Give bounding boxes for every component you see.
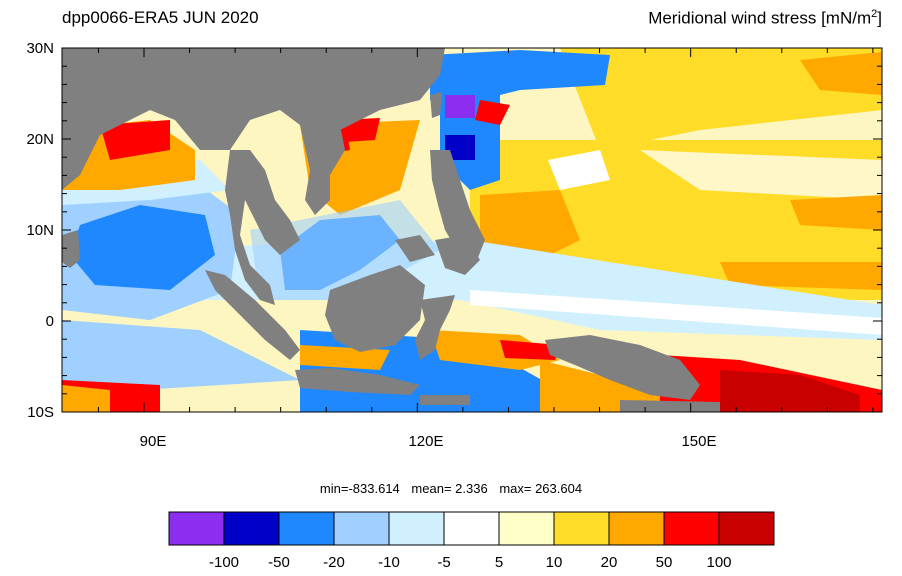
colorbar-swatch [223,511,280,546]
colorbar-tick-label: 5 [495,554,503,571]
colorbar [168,511,775,546]
axis-ticks [62,47,882,413]
colorbar-tick-label: -10 [378,554,400,571]
plot-title-right: Meridional wind stress [mN/m2] [648,8,882,28]
field-banda-red [500,340,560,360]
field-orange-ne [800,52,882,95]
colorbar-tick-labels: -100 -50 -20 -10 -5 5 10 20 50 100 [209,554,732,571]
lat-label-0: 0 [46,313,54,330]
field-indian-south-light [62,320,300,395]
colorbar-tick-label: -5 [437,554,450,571]
field-southeast-darkred [720,370,860,412]
colorbar-swatch [498,511,555,546]
land-philippines-main [430,150,485,265]
colorbar-tick-label: 10 [546,554,563,571]
field-layer [62,48,882,412]
colorbar-swatch [168,511,225,546]
plot-title-left: dpp0066-ERA5 JUN 2020 [62,8,259,27]
land-indochina-malay [225,150,300,305]
land-asia-mainland [62,48,445,190]
land-mindanao [435,235,480,275]
field-banda-orange [430,330,560,370]
land-palawan [395,235,435,262]
colorbar-swatch [388,511,445,546]
field-orange-e1 [790,195,882,230]
field-purple-core [445,95,475,118]
land-new-guinea [545,335,700,400]
land-lesser-sunda [420,395,470,405]
land-java [295,368,420,395]
colorbar-tick-label: -20 [323,554,345,571]
colorbar-swatch [333,511,390,546]
land-sumatra [205,270,300,360]
colorbar-swatch [443,511,500,546]
land-layer [62,48,720,412]
lat-label-10s: 10S [27,404,54,421]
field-bay-of-bengal-red [100,120,170,160]
field-light-band [640,150,882,200]
stat-max: max= 263.604 [499,481,583,496]
land-taiwan [430,92,442,118]
colorbar-swatch [718,511,775,546]
colorbar-swatch [278,511,335,546]
field-white-patch [548,150,610,190]
land-sri-lanka [62,230,80,268]
colorbar-tick-label: -50 [268,554,290,571]
field-darkblue-core [445,135,475,160]
lon-label-90e: 90E [140,433,167,450]
land-hainan [325,140,342,152]
lat-label-30n: 30N [26,40,54,57]
field-indian-ocean-blue [70,205,215,290]
field-java-orange [300,345,390,370]
field-statistics: min=-833.614 mean= 2.336 max= 263.604 [0,481,902,496]
field-orange-e2 [720,262,882,290]
field-strait-red [475,100,510,125]
colorbar-swatch [608,511,665,546]
colorbar-swatch [553,511,610,546]
field-equatorial-white [470,290,882,335]
land-australia-north [620,400,720,412]
stat-min: min=-833.614 [319,481,400,496]
colorbar-tick-label: 50 [656,554,673,571]
lon-label-120e: 120E [408,433,443,450]
field-southwest-orange [62,385,110,412]
colorbar-swatch [663,511,720,546]
colorbar-tick-label: -100 [209,554,239,571]
field-arafura-orange [540,360,660,412]
colorbar-tick-label: 100 [706,554,731,571]
field-north-pacific-yellow [560,48,882,150]
lon-label-150e: 150E [681,433,716,450]
lat-label-20n: 20N [26,131,54,148]
lat-label-10n: 10N [26,222,54,239]
stat-mean: mean= 2.336 [411,481,488,496]
land-sulawesi [415,295,455,360]
land-borneo [325,265,425,352]
colorbar-tick-label: 20 [601,554,618,571]
